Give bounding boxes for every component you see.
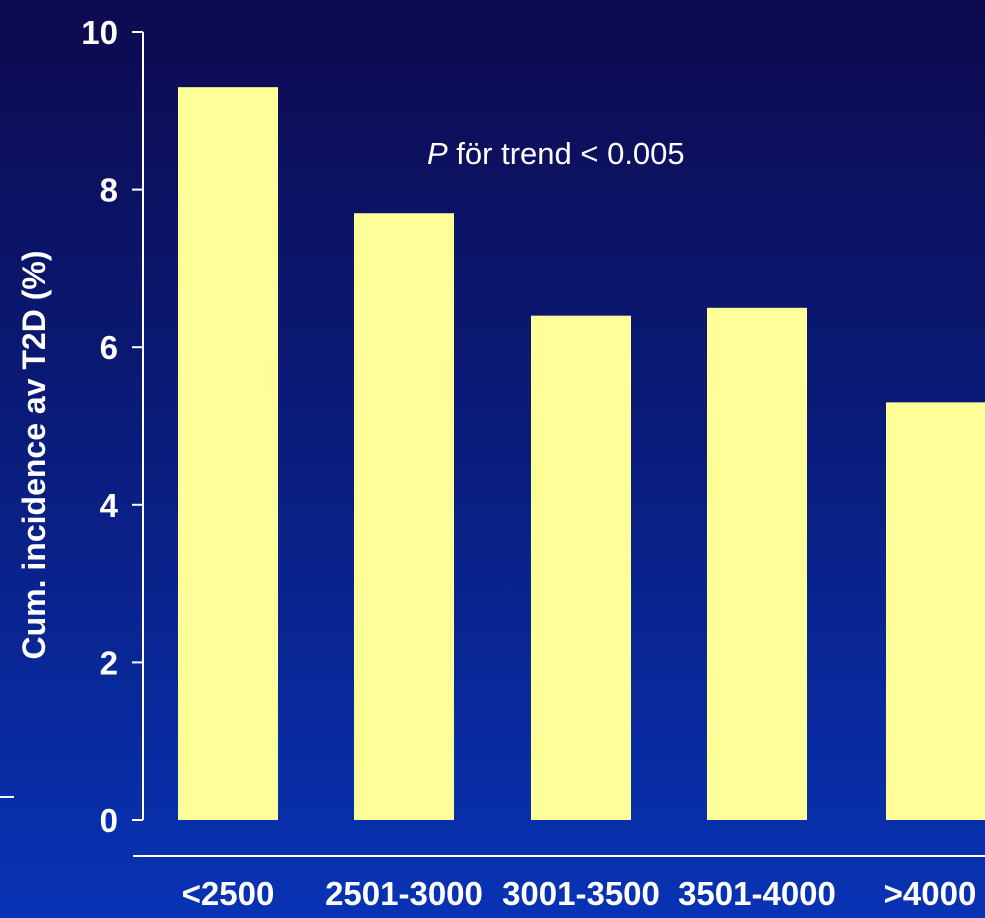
y-tick-label-6: 6 [100, 329, 118, 366]
bar-2 [354, 213, 454, 821]
x-categories-layer: <2500 2501-3000 3001-3500 3501-4000 >4000 [182, 875, 977, 912]
y-tick-label-10: 10 [81, 14, 118, 51]
x-category-label-4: 3501-4000 [678, 875, 836, 912]
y-ticks-layer: 0 2 4 6 8 10 [81, 14, 143, 839]
x-category-label-1: <2500 [182, 875, 275, 912]
annotation-p-value-symbol: P [427, 136, 448, 171]
bars-layer [178, 87, 985, 821]
y-tick-label-4: 4 [100, 487, 119, 524]
bar-1 [178, 87, 278, 820]
annotation-text: för trend < 0.005 [448, 136, 685, 171]
y-axis-label: Cum. incidence av T2D (%) [16, 251, 52, 660]
trend-annotation: P för trend < 0.005 [427, 136, 685, 171]
bar-3 [531, 315, 631, 820]
y-tick-label-2: 2 [100, 644, 118, 681]
bar-5 [886, 402, 985, 820]
x-category-label-3: 3001-3500 [502, 875, 660, 912]
x-category-label-2: 2501-3000 [325, 875, 483, 912]
axis-layer [0, 32, 985, 857]
y-tick-label-8: 8 [100, 172, 118, 209]
y-tick-label-0: 0 [100, 802, 118, 839]
x-category-label-5: >4000 [884, 875, 977, 912]
bar-4 [707, 307, 807, 820]
